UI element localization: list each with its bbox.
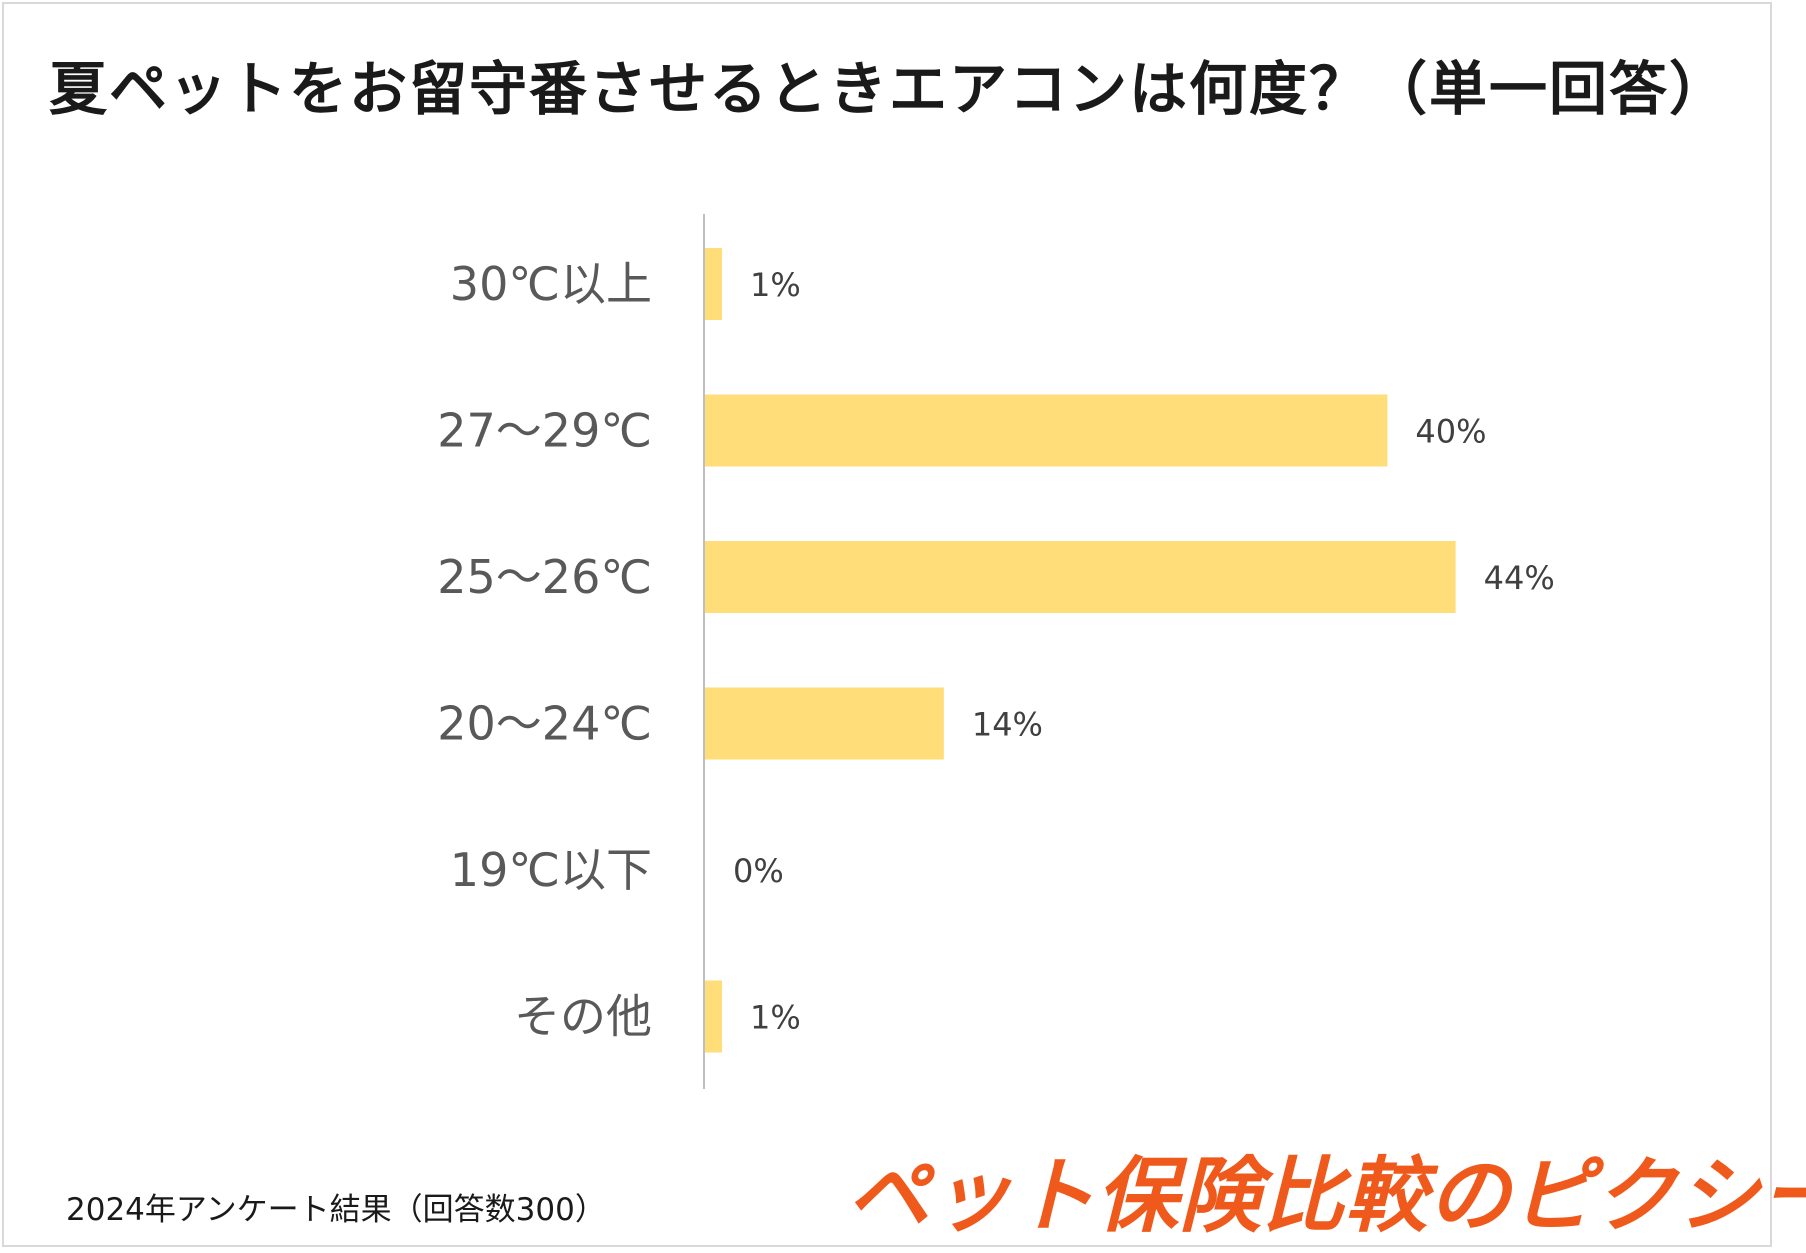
category-label: 20～24℃ [437,697,652,751]
category-label: 25～26℃ [437,550,652,604]
bar [705,394,1388,467]
value-label: 14% [972,706,1043,744]
survey-footnote: 2024年アンケート結果（回答数300） [66,1192,606,1228]
value-label: 0% [733,852,784,890]
category-label: その他 [514,990,652,1044]
bar [705,980,723,1053]
value-label: 1% [750,266,801,304]
value-label: 1% [750,999,801,1037]
category-label: 30℃以上 [450,257,652,311]
bar [705,248,723,320]
category-label: 27～29℃ [437,404,652,458]
chart-title: 夏ペットをお留守番させるときエアコンは何度？（単一回答） [48,55,1729,123]
bar-chart: 30℃以上 1% 27～29℃ 40% 25～26℃ 44% 20～24℃ 14% 19℃以下 0… [437,214,1555,1089]
value-label: 40% [1415,413,1486,451]
brand-logo-text: ペット保険比較のピクシー [847,1149,1806,1244]
category-label: 19℃以下 [450,843,652,897]
bar [705,541,1456,613]
value-label: 44% [1484,559,1555,597]
bar [705,687,944,760]
